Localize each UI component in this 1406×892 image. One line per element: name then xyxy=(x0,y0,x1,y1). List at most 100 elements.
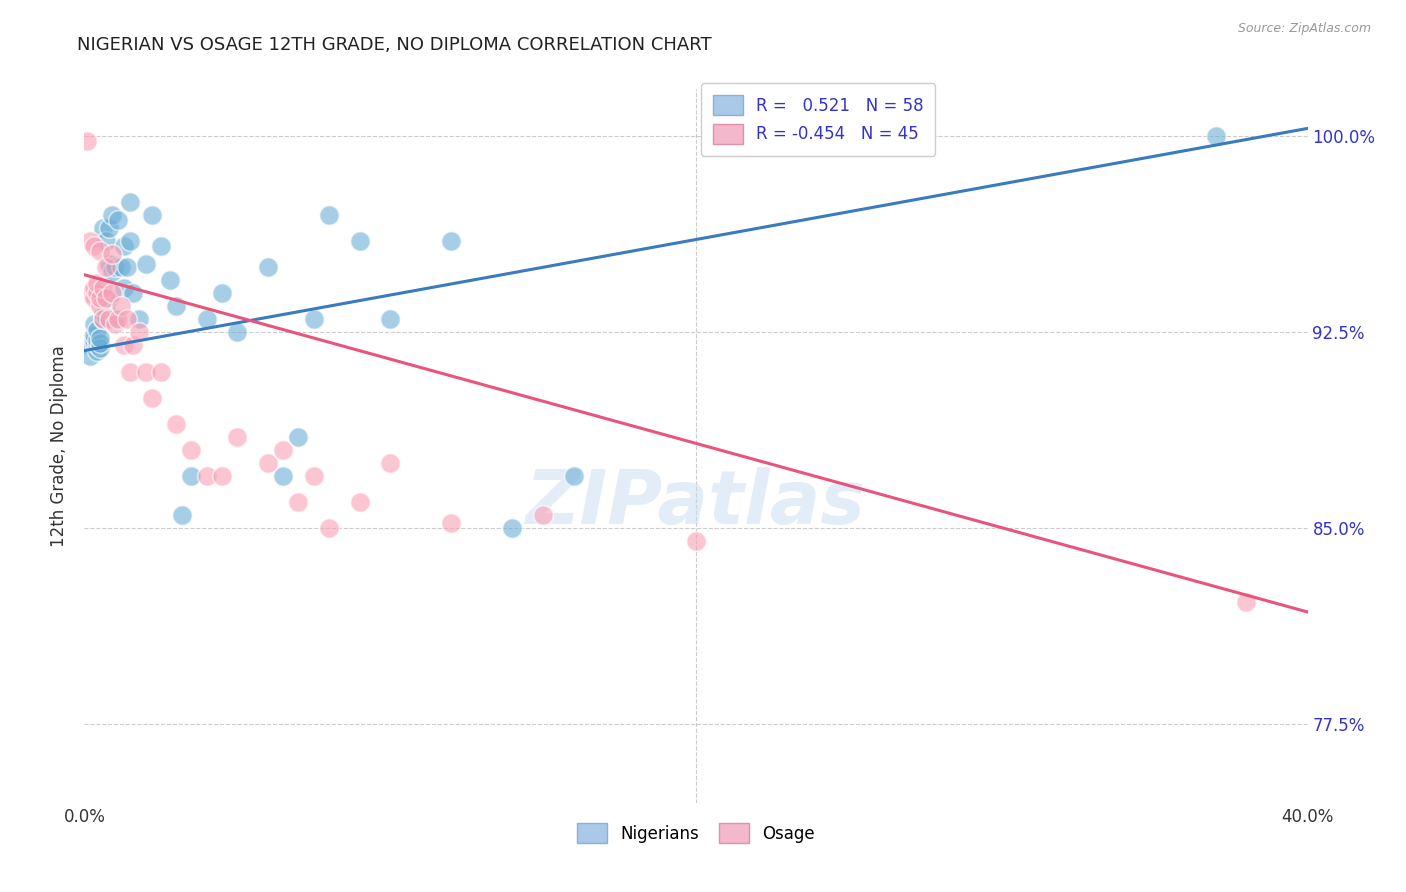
Point xyxy=(86,343,108,358)
Point xyxy=(380,312,402,326)
Point xyxy=(440,516,463,530)
Point xyxy=(83,239,105,253)
Point xyxy=(271,442,294,457)
Point xyxy=(112,281,135,295)
Point xyxy=(76,135,98,149)
Point xyxy=(211,469,233,483)
Point xyxy=(94,260,117,274)
Point xyxy=(86,323,108,337)
Point xyxy=(97,312,120,326)
Point xyxy=(1205,129,1227,144)
Point xyxy=(115,312,138,326)
Point xyxy=(107,312,129,326)
Point xyxy=(318,521,340,535)
Point xyxy=(128,312,150,326)
Point xyxy=(89,335,111,350)
Point xyxy=(94,301,117,316)
Text: NIGERIAN VS OSAGE 12TH GRADE, NO DIPLOMA CORRELATION CHART: NIGERIAN VS OSAGE 12TH GRADE, NO DIPLOMA… xyxy=(77,36,711,54)
Point xyxy=(83,318,105,332)
Point xyxy=(349,234,371,248)
Point xyxy=(97,291,120,305)
Point xyxy=(226,430,249,444)
Point xyxy=(165,299,187,313)
Point xyxy=(159,273,181,287)
Point xyxy=(562,469,585,483)
Point xyxy=(287,495,309,509)
Point xyxy=(120,234,142,248)
Point xyxy=(120,194,142,209)
Point xyxy=(120,364,142,378)
Point xyxy=(141,208,163,222)
Point xyxy=(380,456,402,470)
Point xyxy=(135,364,157,378)
Text: ZIPatlas: ZIPatlas xyxy=(526,467,866,540)
Point xyxy=(83,281,105,295)
Point xyxy=(89,291,111,305)
Point xyxy=(91,307,114,321)
Point xyxy=(115,260,138,274)
Point xyxy=(76,335,98,350)
Point xyxy=(101,208,124,222)
Point xyxy=(86,286,108,301)
Point xyxy=(107,213,129,227)
Point xyxy=(104,318,127,332)
Point xyxy=(91,281,114,295)
Point xyxy=(531,508,554,523)
Point xyxy=(122,286,145,301)
Point xyxy=(104,260,127,274)
Point xyxy=(149,239,172,253)
Point xyxy=(86,333,108,347)
Point xyxy=(97,220,120,235)
Point xyxy=(149,364,172,378)
Point xyxy=(79,338,101,352)
Point xyxy=(79,234,101,248)
Point xyxy=(135,257,157,271)
Point xyxy=(195,469,218,483)
Point xyxy=(79,286,101,301)
Point xyxy=(83,327,105,342)
Point xyxy=(302,312,325,326)
Point xyxy=(83,335,105,350)
Point xyxy=(94,291,117,305)
Point xyxy=(89,299,111,313)
Legend: Nigerians, Osage: Nigerians, Osage xyxy=(568,814,824,852)
Point xyxy=(110,299,132,313)
Point xyxy=(94,234,117,248)
Point xyxy=(86,338,108,352)
Point xyxy=(302,469,325,483)
Point xyxy=(271,469,294,483)
Point xyxy=(97,257,120,271)
Point xyxy=(180,469,202,483)
Point xyxy=(89,244,111,259)
Point xyxy=(349,495,371,509)
Point xyxy=(110,260,132,274)
Y-axis label: 12th Grade, No Diploma: 12th Grade, No Diploma xyxy=(51,345,69,547)
Point xyxy=(89,286,111,301)
Point xyxy=(165,417,187,431)
Point xyxy=(112,239,135,253)
Point xyxy=(83,333,105,347)
Point xyxy=(211,286,233,301)
Point xyxy=(287,430,309,444)
Point xyxy=(172,508,194,523)
Point xyxy=(141,391,163,405)
Point xyxy=(195,312,218,326)
Point xyxy=(257,456,280,470)
Point xyxy=(440,234,463,248)
Point xyxy=(122,338,145,352)
Point xyxy=(128,326,150,340)
Point xyxy=(91,312,114,326)
Point xyxy=(91,220,114,235)
Point xyxy=(86,276,108,290)
Point xyxy=(104,312,127,326)
Point xyxy=(180,442,202,457)
Point xyxy=(226,326,249,340)
Point xyxy=(112,338,135,352)
Text: Source: ZipAtlas.com: Source: ZipAtlas.com xyxy=(1237,22,1371,36)
Point xyxy=(89,330,111,344)
Point xyxy=(257,260,280,274)
Point xyxy=(685,534,707,549)
Point xyxy=(101,247,124,261)
Point xyxy=(502,521,524,535)
Point xyxy=(101,286,124,301)
